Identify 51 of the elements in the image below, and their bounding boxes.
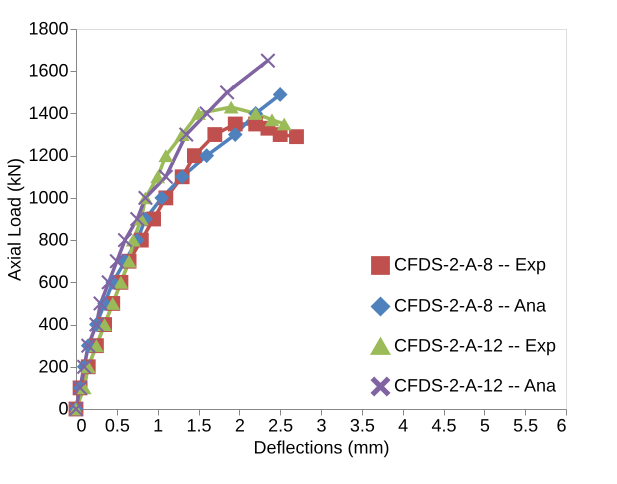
x-tick-label: 1 [153,416,164,436]
point [130,212,145,226]
x-tick-label: 5.5 [513,416,538,436]
point [224,100,239,114]
point [260,53,276,68]
point [272,87,288,102]
y-tick-label: 1200 [28,145,68,166]
x-tick-label: 0 [76,416,87,436]
y-axis-title: Axial Load (kN) [4,158,24,282]
y-tick-label: 1400 [28,102,68,123]
x-axis-title: Deflections (mm) [253,438,390,458]
x-tick-label: 1.5 [186,416,212,436]
point [199,106,214,121]
point [276,118,292,130]
x-tick-label: 4.5 [431,416,457,436]
x-tick-label: 3.5 [350,416,375,436]
point [101,274,116,290]
y-tick-label: 400 [38,314,68,334]
y-tick-label: 200 [38,356,68,376]
y-tick-label: 1000 [28,187,68,208]
x-tick-label: 2.5 [268,416,294,436]
point [118,232,132,248]
point [207,127,222,142]
x-tick-label: 0.5 [104,416,130,436]
point [158,169,174,184]
point [228,127,243,142]
y-tick-label: 600 [38,272,68,292]
x-tick-label: 2 [234,416,245,436]
point [158,149,174,162]
point [228,116,243,132]
y-tick-label: 1600 [28,60,68,81]
x-tick-label: 5 [480,416,490,436]
point [178,127,194,142]
point [220,84,234,100]
point [154,190,170,206]
legend-label: CFDS-2-A-12 -- Ana [394,376,558,396]
y-tick-label: 800 [38,230,68,250]
x-tick-label: 4 [398,416,408,436]
x-tick-label: 6 [556,416,566,436]
point [187,148,202,164]
y-tick-label: 0 [58,398,68,418]
legend-label: CFDS-2-A-8 -- Exp [394,254,546,274]
point [199,148,214,164]
legend-label: CFDS-2-A-12 -- Exp [394,336,556,356]
y-tick-label: 1800 [28,18,68,38]
point [289,129,304,144]
legend-label: CFDS-2-A-8 -- Ana [394,296,548,316]
x-tick-label: 3 [316,416,327,436]
point [109,254,124,269]
point [264,113,280,126]
point [93,296,108,311]
